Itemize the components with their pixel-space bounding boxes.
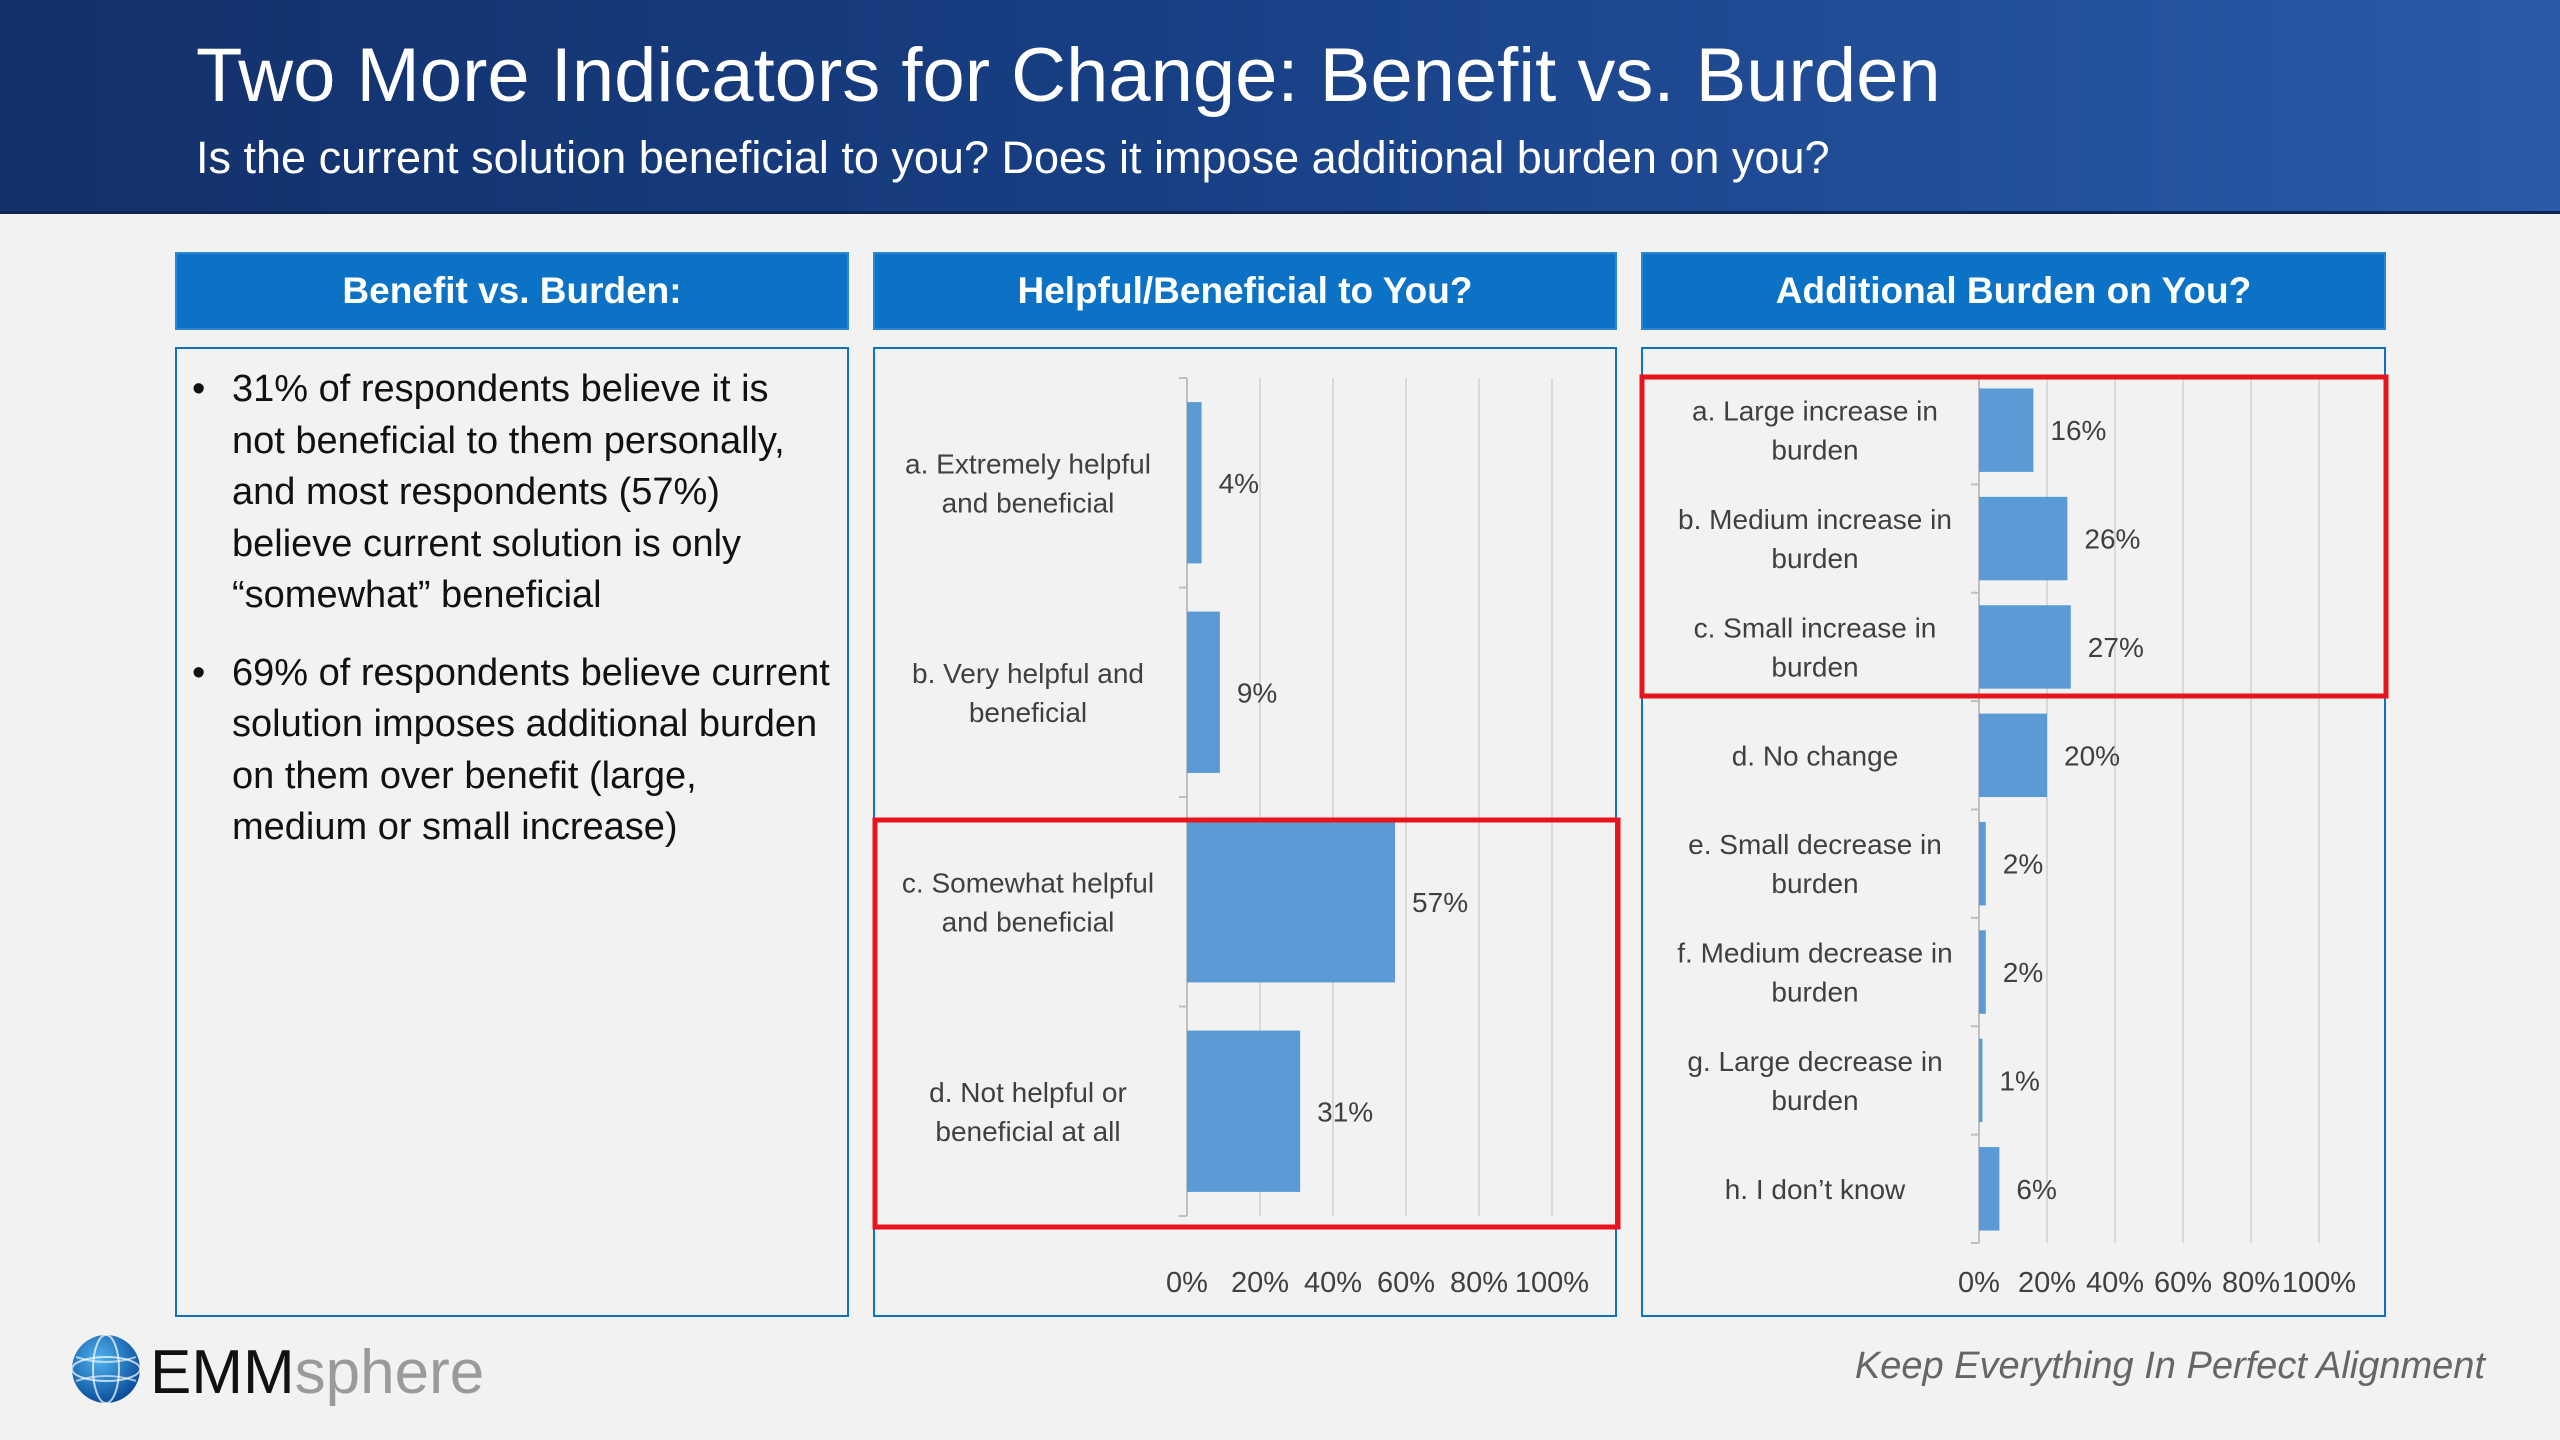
summary-bullet-text: 31% of respondents believe it is not ben… (232, 368, 785, 616)
bar (1979, 388, 2034, 472)
bar (1979, 1038, 1983, 1123)
category-label-line: a. Extremely helpful (905, 448, 1151, 479)
bar (1187, 402, 1202, 564)
category-label-line: and beneficial (942, 487, 1115, 518)
tick-label: 20% (1231, 1267, 1289, 1299)
category-label: h. I don’t know (1725, 1174, 1906, 1205)
tick-label: 20% (2018, 1267, 2076, 1299)
highlight-box (1639, 374, 2389, 699)
category-label: f. Medium decrease in burden (1677, 938, 1952, 1008)
category-label: a. Extremely helpful and beneficial (905, 448, 1151, 518)
data-label: 2% (2003, 957, 2043, 988)
category-label: d. Not helpful or beneficial at all (929, 1077, 1127, 1147)
summary-bullet-text: 69% of respondents believe current solut… (232, 651, 830, 849)
tick-label: 100% (1515, 1267, 1589, 1299)
summary-bullet-2: • 69% of respondents believe current sol… (190, 648, 830, 854)
data-label: 31% (1317, 1096, 1373, 1127)
category-label: e. Small decrease in burden (1688, 829, 1942, 899)
bullet-marker: • (192, 651, 206, 694)
data-label: 26% (2084, 524, 2140, 555)
category-label-line: a. Large increase in (1692, 396, 1938, 427)
slide-title: Two More Indicators for Change: Benefit … (196, 33, 1941, 118)
category-label-line: b. Medium increase in (1678, 504, 1952, 535)
logo-text-sphere: sphere (294, 1338, 485, 1407)
benefit-burden-heading: Benefit vs. Burden: (175, 252, 849, 330)
bullet-marker: • (192, 368, 206, 410)
category-label-line: c. Somewhat helpful (902, 867, 1154, 898)
burden-chart-heading: Additional Burden on You? (1641, 252, 2386, 330)
tick-label: 60% (1377, 1267, 1435, 1299)
tick-label: 0% (1958, 1267, 2000, 1299)
summary-bullets: • 31% of respondents believe it is not b… (190, 364, 830, 880)
globe-icon (71, 1334, 141, 1404)
tick-label: 0% (1166, 1267, 1208, 1299)
bar (1979, 605, 2071, 689)
tick-label: 80% (2222, 1267, 2280, 1299)
data-label: 20% (2064, 740, 2120, 771)
category-label: a. Large increase in burden (1692, 396, 1938, 466)
category-label-line: d. Not helpful or (929, 1077, 1127, 1108)
category-label-line: beneficial at all (935, 1116, 1120, 1147)
category-label-line: and beneficial (942, 906, 1115, 937)
category-label: c. Somewhat helpful and beneficial (902, 867, 1154, 937)
data-label: 1% (1999, 1065, 2039, 1096)
category-label-line: burden (1771, 868, 1858, 899)
tick-label: 100% (2282, 1267, 2356, 1299)
category-label: b. Very helpful and beneficial (912, 658, 1144, 728)
bar (1979, 713, 2047, 798)
category-label-line: h. I don’t know (1725, 1174, 1906, 1205)
summary-panel (175, 347, 849, 1317)
highlight-box (872, 817, 1621, 1230)
bar (1979, 496, 2068, 581)
bar (1187, 611, 1220, 773)
tick-label: 80% (1450, 1267, 1508, 1299)
category-label-line: f. Medium decrease in (1677, 938, 1952, 969)
tick-label: 60% (2154, 1267, 2212, 1299)
bar (1187, 1030, 1301, 1192)
bar (1979, 821, 1986, 906)
bar (1979, 930, 1986, 1014)
category-label-line: e. Small decrease in (1688, 829, 1942, 860)
category-label-line: b. Very helpful and (912, 658, 1144, 689)
category-label-line: g. Large decrease in (1687, 1046, 1942, 1077)
slide-subtitle: Is the current solution beneficial to yo… (196, 132, 1830, 183)
category-label-line: beneficial (969, 697, 1087, 728)
data-label: 16% (2050, 415, 2106, 446)
data-label: 57% (1412, 887, 1468, 918)
data-label: 4% (1219, 468, 1259, 499)
tagline: Keep Everything In Perfect Alignment (1854, 1345, 2485, 1387)
category-label-line: burden (1771, 977, 1858, 1008)
category-label-line: d. No change (1732, 740, 1899, 771)
summary-bullet-1: • 31% of respondents believe it is not b… (190, 364, 830, 622)
category-label: g. Large decrease in burden (1687, 1046, 1942, 1116)
data-label: 27% (2088, 632, 2144, 663)
data-label: 9% (1237, 677, 1277, 708)
category-label-line: c. Small increase in (1694, 612, 1937, 643)
category-label: d. No change (1732, 740, 1899, 771)
category-label-line: burden (1771, 1085, 1858, 1116)
category-label-line: burden (1771, 651, 1858, 682)
category-label: b. Medium increase in burden (1678, 504, 1952, 574)
logo-wordmark: EMMsphere (150, 1341, 484, 1405)
title-banner: Two More Indicators for Change: Benefit … (0, 0, 2560, 214)
category-label-line: burden (1771, 543, 1858, 574)
tick-label: 40% (1304, 1267, 1362, 1299)
logo-text-emm: EMM (150, 1338, 295, 1407)
helpful-chart-heading: Helpful/Beneficial to You? (873, 252, 1617, 330)
bar (1187, 821, 1396, 983)
category-label: c. Small increase in burden (1694, 612, 1937, 682)
data-label: 6% (2016, 1174, 2056, 1205)
category-label-line: burden (1771, 435, 1858, 466)
data-label: 2% (2003, 849, 2043, 880)
tick-label: 40% (2086, 1267, 2144, 1299)
bar (1979, 1147, 2000, 1231)
